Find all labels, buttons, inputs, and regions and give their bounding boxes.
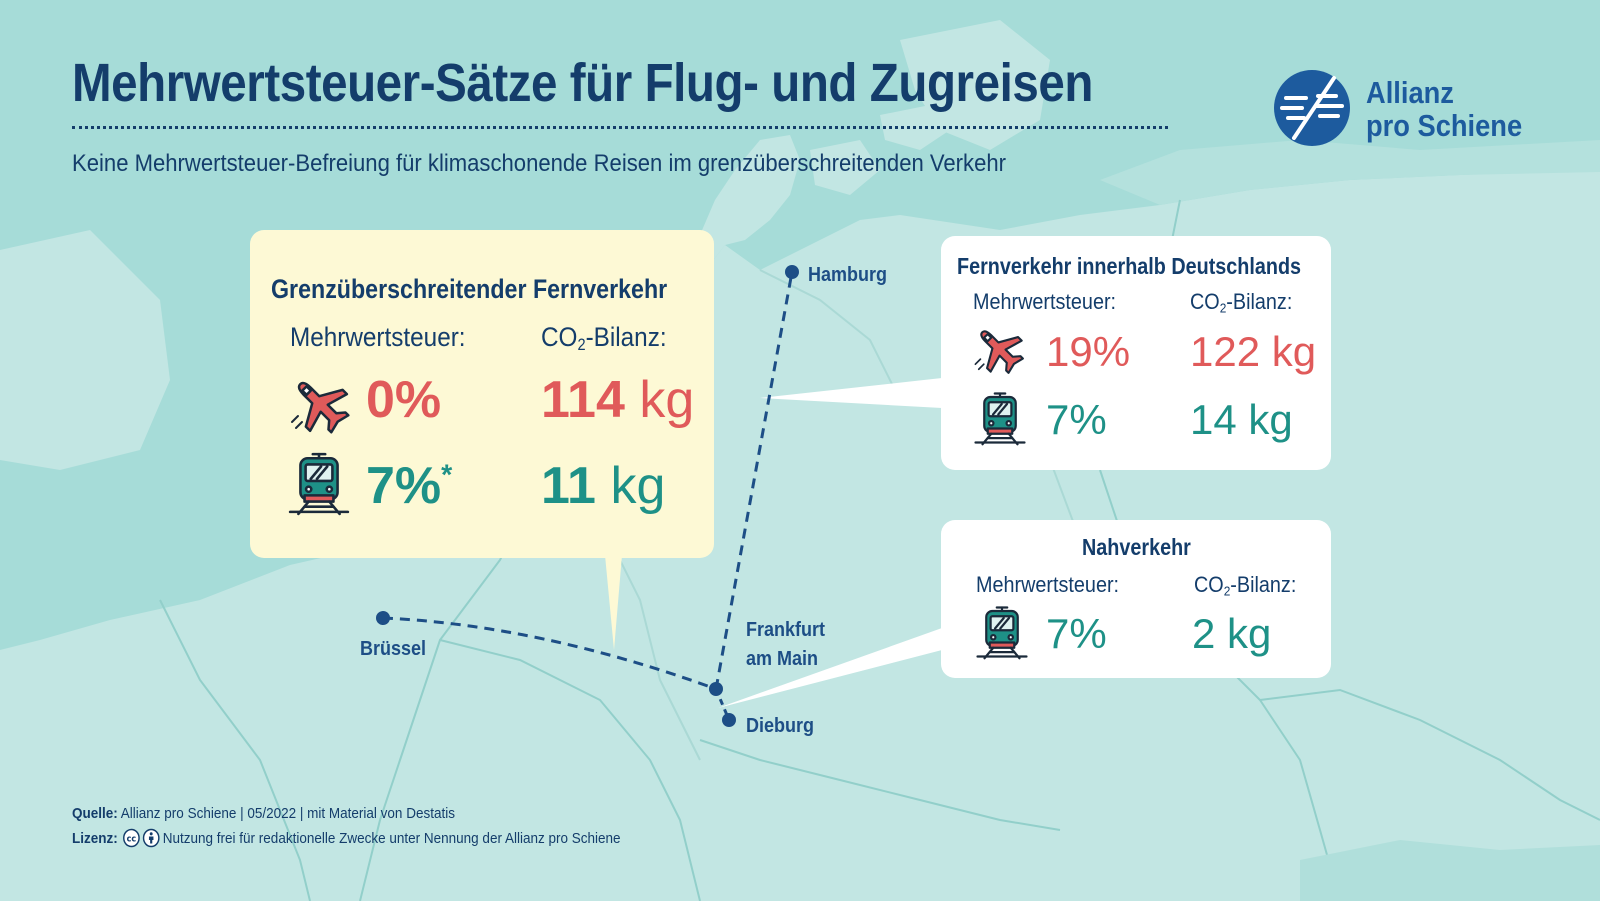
page-title: Mehrwertsteuer-Sätze für Flug- und Zugre…: [72, 53, 1093, 113]
cross-border-plane-co2: 114 kg: [541, 371, 695, 429]
train-icon: [974, 392, 1026, 446]
cross-border-train-vat: 7%*: [366, 457, 453, 515]
attribution-icon: [142, 828, 160, 848]
logo-icon: [1274, 70, 1350, 146]
license-line: Lizenz: cc Nutzung frei für redaktionell…: [72, 828, 621, 848]
source-line: Quelle: Allianz pro Schiene | 05/2022 | …: [72, 805, 455, 822]
local-train-co2: 2 kg: [1192, 610, 1272, 657]
pointer-local: [718, 628, 942, 708]
cross-border-train-co2: 11 kg: [541, 457, 666, 515]
route-bruessel-frankfurt: [382, 616, 717, 691]
license-text: Nutzung frei für redaktionelle Zwecke un…: [162, 829, 621, 847]
domestic-plane-co2: 122 kg: [1190, 328, 1317, 375]
panel-cross-border-title: Grenzüberschreitender Fernverkehr: [271, 274, 668, 304]
frankfurt-dot: [709, 682, 723, 696]
city-label-frankfurt: Frankfurt am Main: [746, 619, 826, 670]
plane-icon: [974, 330, 1024, 374]
svg-text:cc: cc: [126, 834, 136, 845]
dieburg-dot: [722, 713, 736, 727]
domestic-train-co2: 14 kg: [1190, 396, 1293, 443]
vat-label: Mehrwertsteuer:: [290, 322, 466, 352]
source-text: Allianz pro Schiene | 05/2022 | mit Mate…: [120, 805, 455, 822]
city-label-hamburg: Hamburg: [808, 264, 888, 286]
logo-text: Allianz pro Schiene: [1366, 76, 1522, 142]
local-train-vat: 7%: [1046, 610, 1107, 657]
logo-line2: pro Schiene: [1366, 108, 1523, 143]
jutland: [690, 135, 800, 290]
train-icon: [288, 452, 350, 516]
domestic-plane-vat: 19%: [1046, 328, 1131, 375]
train-icon: [976, 606, 1028, 660]
plane-icon: [291, 381, 350, 434]
co2-label: CO2-Bilanz:: [541, 322, 667, 355]
cross-border-plane-vat: 0%: [366, 371, 442, 429]
hamburg-dot: [785, 265, 799, 279]
vat-label: Mehrwertsteuer:: [976, 572, 1120, 597]
pointer-domestic: [760, 378, 942, 408]
vat-label: Mehrwertsteuer:: [973, 289, 1117, 314]
domestic-train-vat: 7%: [1046, 396, 1107, 443]
panel-domestic-title: Fernverkehr innerhalb Deutschlands: [957, 253, 1302, 279]
route-frankfurt-hamburg: [714, 271, 794, 690]
source-label: Quelle:: [72, 805, 118, 822]
city-label-dieburg: Dieburg: [746, 715, 815, 737]
page-subtitle: Keine Mehrwertsteuer-Befreiung für klima…: [72, 150, 1006, 177]
co2-label: CO2-Bilanz:: [1194, 572, 1297, 599]
city-label-bruessel: Brüssel: [360, 638, 427, 660]
panel-local-title: Nahverkehr: [1082, 534, 1191, 560]
co2-label: CO2-Bilanz:: [1190, 289, 1293, 316]
pointer-cross-border: [605, 555, 622, 650]
cc-icon: cc: [122, 828, 140, 848]
logo-line1: Allianz: [1366, 75, 1454, 110]
license-label: Lizenz:: [72, 829, 118, 847]
bruessel-dot: [376, 611, 390, 625]
title-divider: [72, 126, 1168, 129]
